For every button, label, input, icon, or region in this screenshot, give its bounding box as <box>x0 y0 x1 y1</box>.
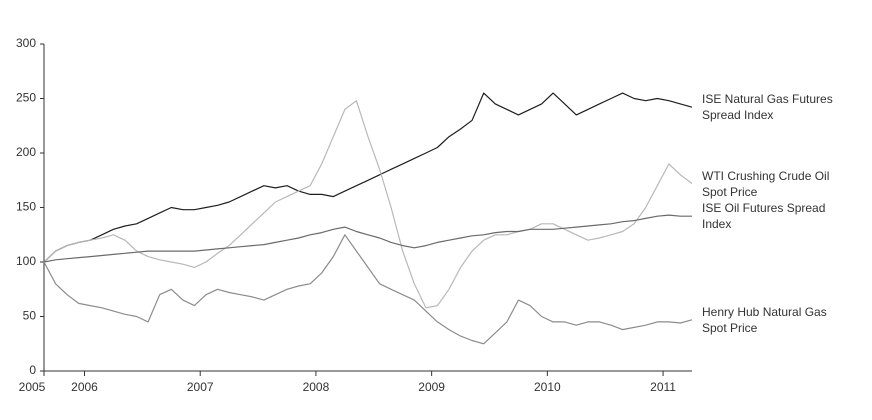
series-line <box>43 214 692 263</box>
y-tick-label: 0 <box>29 363 36 377</box>
x-tick-label: 2009 <box>418 380 445 394</box>
y-tick-label: 250 <box>16 91 36 105</box>
x-tick-label: 2007 <box>187 380 214 394</box>
series-label: WTI Crushing Crude Oil Spot Price <box>702 168 830 199</box>
y-tick-label: 200 <box>16 145 36 159</box>
x-tick-label: 2008 <box>303 380 330 394</box>
series-line <box>43 234 693 345</box>
x-tick-label: 2010 <box>534 380 561 394</box>
x-tick-label: 2005 <box>19 380 46 394</box>
y-tick-label: 100 <box>16 254 36 268</box>
series-label: ISE Oil Futures Spread Index <box>702 201 826 232</box>
y-tick-label: 300 <box>16 36 36 50</box>
y-tick-label: 50 <box>23 309 37 323</box>
series-label: Henry Hub Natural Gas Spot Price <box>702 304 827 335</box>
x-tick-label: 2011 <box>650 380 676 394</box>
series-line <box>43 100 693 309</box>
y-tick-label: 150 <box>16 200 36 214</box>
x-tick-label: 2006 <box>71 380 98 394</box>
series-label: ISE Natural Gas Futures Spread Index <box>702 92 833 123</box>
series-line <box>43 92 693 263</box>
